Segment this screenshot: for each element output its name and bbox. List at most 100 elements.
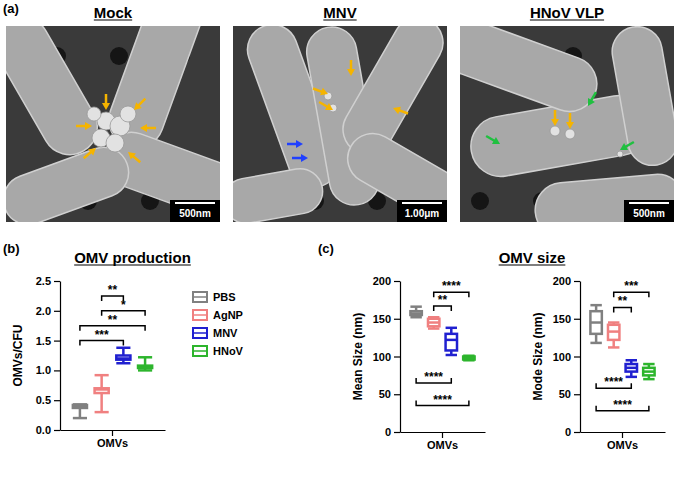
plot-area xyxy=(410,307,474,361)
tick: 2.0 xyxy=(36,305,60,317)
bacterium xyxy=(101,26,211,155)
box-body xyxy=(463,357,474,360)
legend-label: MNV xyxy=(213,327,238,339)
legend-swatch xyxy=(193,328,207,338)
legend-label: HNoV xyxy=(213,345,244,357)
median xyxy=(138,366,152,369)
whisker-cap xyxy=(95,411,109,414)
legend-swatch xyxy=(193,346,207,356)
tick-label: 2.5 xyxy=(36,275,51,287)
legend-swatch-line xyxy=(193,314,207,316)
arrow-head xyxy=(296,140,303,148)
tick-mark xyxy=(394,356,400,357)
median xyxy=(95,388,109,391)
whisker-cap xyxy=(608,321,619,324)
membrane-hole xyxy=(110,47,128,65)
figure: (a)(b)(c)500nmMock1.00μmMNV500nmHNoV VLP… xyxy=(0,0,680,489)
tick: 100 xyxy=(373,351,400,363)
whisker-cap xyxy=(446,354,457,357)
arrow-head xyxy=(325,103,333,110)
whisker-cap xyxy=(410,316,421,319)
legend-item: MNV xyxy=(193,327,238,339)
vesicle xyxy=(106,134,124,152)
box-body xyxy=(410,311,421,315)
arrow-head xyxy=(128,152,136,160)
tick-mark xyxy=(574,356,580,357)
legend-swatch xyxy=(193,292,207,302)
bacterium xyxy=(608,26,674,169)
chart: 050100150200OMVs*************Mode Size (… xyxy=(531,275,666,451)
box xyxy=(643,364,654,379)
arrow-head xyxy=(134,102,142,110)
tick-mark xyxy=(394,319,400,320)
vesicle xyxy=(565,129,575,139)
box-body xyxy=(590,311,601,334)
median xyxy=(446,339,457,342)
arrow-head xyxy=(88,148,96,156)
legend-item: PBS xyxy=(193,291,236,303)
box xyxy=(463,356,474,361)
median xyxy=(428,321,439,324)
box-body xyxy=(608,325,619,340)
arrow-head xyxy=(551,119,559,126)
bacterium xyxy=(233,165,326,222)
box xyxy=(138,357,152,370)
significance-label: * xyxy=(121,298,126,312)
legend-swatch-line xyxy=(193,350,207,352)
tick: 0.5 xyxy=(36,394,60,406)
tick: 150 xyxy=(373,313,400,325)
tick: 50 xyxy=(559,388,580,400)
whisker-cap xyxy=(590,342,601,345)
median xyxy=(463,357,474,360)
chart-title: OMV production xyxy=(74,249,191,266)
plot-area xyxy=(590,305,654,379)
vesicle xyxy=(120,106,136,122)
title-underline xyxy=(530,19,604,20)
tick-label: 0 xyxy=(565,426,571,438)
title-underline xyxy=(499,264,566,265)
whisker-cap xyxy=(608,346,619,349)
bacterium xyxy=(460,26,605,119)
significance-label: **** xyxy=(604,375,623,389)
bacterium xyxy=(339,124,447,222)
tick: 0 xyxy=(565,426,580,438)
y-axis-title: Mode Size (nm) xyxy=(531,312,545,400)
scale-bar-label: 500nm xyxy=(179,208,211,219)
arrow-head xyxy=(588,98,595,106)
significance-label: **** xyxy=(442,279,461,293)
tick-label: 0.0 xyxy=(36,424,51,436)
tick-label: 50 xyxy=(559,388,571,400)
significance-label: ** xyxy=(618,294,628,308)
significance-label: **** xyxy=(433,393,452,407)
arrow-head xyxy=(320,88,328,96)
title-underline xyxy=(323,19,356,20)
legend-label: AgNP xyxy=(213,309,243,321)
image-title: HNoV VLP xyxy=(530,4,604,21)
scale-bar xyxy=(629,202,669,204)
micrograph: 500nm xyxy=(0,0,256,232)
tick-mark xyxy=(574,432,580,433)
tick-mark xyxy=(442,432,443,438)
whisker-cap xyxy=(410,305,421,308)
micrograph: 500nm xyxy=(435,13,680,240)
box xyxy=(590,305,601,343)
arrow-head xyxy=(102,103,110,110)
tick: 50 xyxy=(379,388,400,400)
tick-label: 0.5 xyxy=(36,394,51,406)
micrograph: 1.00μm xyxy=(220,9,468,228)
arrow-head xyxy=(85,122,92,130)
box xyxy=(116,348,130,363)
box xyxy=(446,328,457,355)
image-title: Mock xyxy=(94,4,133,21)
tick: OMVs xyxy=(607,432,638,451)
legend: PBS AgNP MNV HNoV xyxy=(193,291,244,357)
scale-bar xyxy=(402,202,442,204)
x-axis: OMVs xyxy=(401,432,486,451)
scale-bar xyxy=(175,202,215,204)
box xyxy=(410,307,421,318)
arrow-head xyxy=(347,69,355,76)
whisker-cap xyxy=(643,363,654,366)
tick-mark xyxy=(394,432,400,433)
axis-line xyxy=(580,282,581,433)
image-title: MNV xyxy=(323,4,356,21)
